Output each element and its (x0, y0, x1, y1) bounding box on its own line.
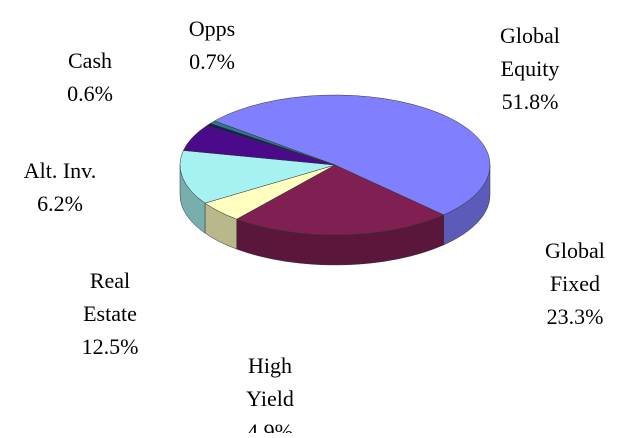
slice (213, 94, 491, 216)
value-label: 0.7% (189, 49, 235, 74)
label-line: Global (500, 23, 560, 48)
label-line: Global (545, 238, 605, 263)
category-label: Opps (189, 16, 235, 41)
label-line: Fixed (550, 271, 600, 296)
value-label: 0.6% (67, 81, 113, 106)
label-line: Yield (246, 386, 294, 411)
slice (236, 164, 445, 236)
value-label: 51.8% (502, 89, 559, 114)
slice (179, 150, 336, 204)
label-line: Opps (189, 16, 235, 41)
label-line: Alt. Inv. (24, 158, 97, 183)
value-label: 12.5% (82, 334, 139, 359)
label-line: High (248, 353, 292, 378)
category-label: Alt. Inv. (24, 158, 97, 183)
value-label: 23.3% (547, 304, 604, 329)
slice (209, 120, 336, 166)
value-label: 6.2% (37, 191, 83, 216)
category-label: Real Estate (83, 268, 137, 326)
label-line: Equity (501, 56, 560, 81)
category-label: Cash (68, 48, 112, 73)
value-label: 4.9% (247, 419, 293, 433)
category-label: Global Equity (500, 23, 560, 81)
category-label: Global Fixed (545, 238, 605, 296)
label-line: Estate (83, 301, 137, 326)
category-label: High Yield (246, 353, 294, 411)
label-line: Real (90, 268, 130, 293)
label-line: Cash (68, 48, 112, 73)
